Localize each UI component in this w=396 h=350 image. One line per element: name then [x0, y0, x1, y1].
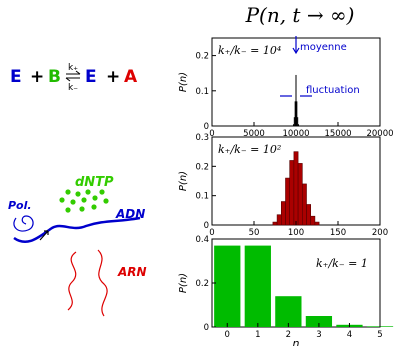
y-tick-label: 0 [204, 122, 209, 132]
bar-3 [285, 177, 290, 226]
y-tick-label: 0 [204, 221, 209, 231]
x-tick-label: 1 [255, 330, 260, 340]
x-tick-label: 200 [372, 228, 388, 238]
figure-title: P(n, t → ∞) [245, 3, 355, 27]
x-tick-label: 4 [347, 330, 352, 340]
bar-4 [289, 160, 295, 226]
bar-9 [310, 215, 316, 226]
ratio-label: k₊/k₋ = 10⁴ [218, 44, 281, 57]
product-a: A [124, 67, 138, 87]
y-tick-label: 0.1 [195, 192, 209, 202]
bar-0 [292, 124, 294, 126]
bar-0 [214, 245, 241, 327]
y-tick-label: 0.2 [195, 52, 209, 62]
y-tick-label: 0.3 [195, 133, 209, 143]
x-tick-label: 5 [377, 330, 382, 340]
reaction-plus-1: + [30, 67, 44, 87]
bar-0 [272, 221, 278, 226]
reactant-b: B [48, 67, 61, 87]
x-tick-label: 3 [316, 330, 321, 340]
y-tick-label: 0.2 [195, 279, 209, 289]
x-tick-label: 2 [286, 330, 291, 340]
mean-label: moyenne [300, 42, 347, 53]
arn-label: ARN [117, 265, 147, 279]
bar-6 [297, 163, 303, 226]
equilibrium-arrows-icon [65, 70, 81, 82]
adn-label: ADN [115, 207, 145, 221]
mean-arrowhead-icon [292, 47, 300, 55]
x-tick-label: 5000 [243, 129, 265, 139]
fluct-label: fluctuation [306, 85, 360, 96]
reaction-plus-2: + [106, 67, 120, 87]
arrow-icon [39, 230, 49, 241]
rna-strand-1 [67, 251, 77, 311]
x-tick-label: 10000 [282, 129, 309, 139]
rna-strand-2 [97, 249, 108, 317]
chart-top: 0 5000 10000 15000 20000 0 0.1 0.2 P(n) k₊/k₋ = 1… [178, 36, 394, 139]
dntp-label: dNTP [75, 175, 114, 190]
bar-2 [280, 201, 286, 226]
bar-5 [293, 151, 299, 226]
x-tick-label: 0 [225, 330, 230, 340]
bar-7 [301, 183, 307, 226]
bar-5 [297, 117, 299, 126]
y-axis-label: P(n) [178, 171, 189, 191]
x-axis-label: n [293, 337, 300, 346]
ratio-label: k₊/k₋ = 1 [316, 257, 368, 270]
y-tick-label: 0.2 [195, 162, 209, 172]
y-axis-label: P(n) [178, 273, 189, 293]
bar-1 [244, 245, 271, 327]
x-tick-label: 0 [209, 228, 214, 238]
rate-k-plus: k₊ [68, 63, 78, 73]
x-tick-label: 100 [288, 228, 304, 238]
y-tick-label: 0 [204, 323, 209, 333]
chart-middle: 0 50 100 150 200 0 0.1 0.2 0.3 P(n) k₊/k₋ = 10² [178, 133, 388, 238]
x-tick-label: 15000 [324, 129, 351, 139]
chart-bottom: 0 1 2 3 4 5 0 0.2 0.4 P(n) n k₊/k₋ = 1 [178, 235, 394, 350]
reaction-scheme: E + B k₊ k₋ E + A [10, 63, 138, 93]
bar-6 [298, 124, 300, 126]
bar-2 [294, 101, 296, 126]
product-e: E [85, 67, 97, 87]
bar-1 [276, 214, 282, 226]
bar-3 [295, 74, 297, 126]
bar-10 [314, 221, 320, 226]
bar-2 [275, 296, 302, 327]
bar-3 [305, 316, 333, 327]
bar-1 [293, 117, 295, 126]
dna-strand [13, 216, 141, 244]
polymerase-icon [13, 215, 34, 232]
bar-4 [296, 101, 298, 126]
pol-label: Pol. [8, 199, 32, 212]
ratio-label: k₊/k₋ = 10² [218, 143, 281, 156]
x-tick-label: 50 [249, 228, 260, 238]
x-tick-label: 0 [209, 129, 214, 139]
x-tick-label: 150 [330, 228, 346, 238]
reactant-e: E [10, 67, 22, 87]
bar-8 [306, 204, 311, 226]
rate-k-minus: k₋ [68, 83, 78, 93]
x-tick-label: 20000 [366, 129, 393, 139]
y-axis-label: P(n) [178, 72, 189, 92]
dntp-dots [59, 189, 109, 213]
y-tick-label: 0.1 [195, 87, 209, 97]
y-tick-label: 0.4 [195, 235, 209, 245]
polymerase-cartoon: dNTP Pol. ADN ARN [8, 175, 147, 317]
